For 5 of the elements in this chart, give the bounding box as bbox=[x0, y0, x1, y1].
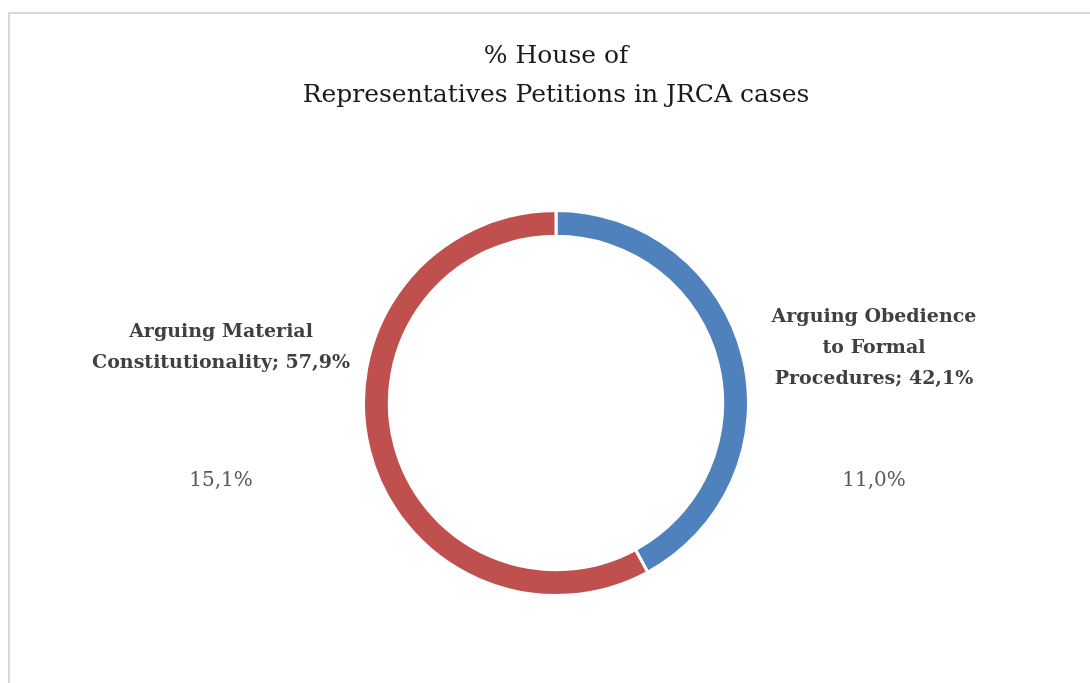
slice-label: Arguing Material Constitutionality; 57,9% bbox=[92, 319, 350, 373]
chart-title: % House of Representatives Petitions in JRCA cases bbox=[302, 39, 810, 108]
text: 11,0% bbox=[842, 467, 906, 492]
slice-label: Arguing Obedience to Formal Procedures; 42,1% bbox=[770, 303, 977, 388]
text: 15,1% bbox=[189, 467, 253, 492]
